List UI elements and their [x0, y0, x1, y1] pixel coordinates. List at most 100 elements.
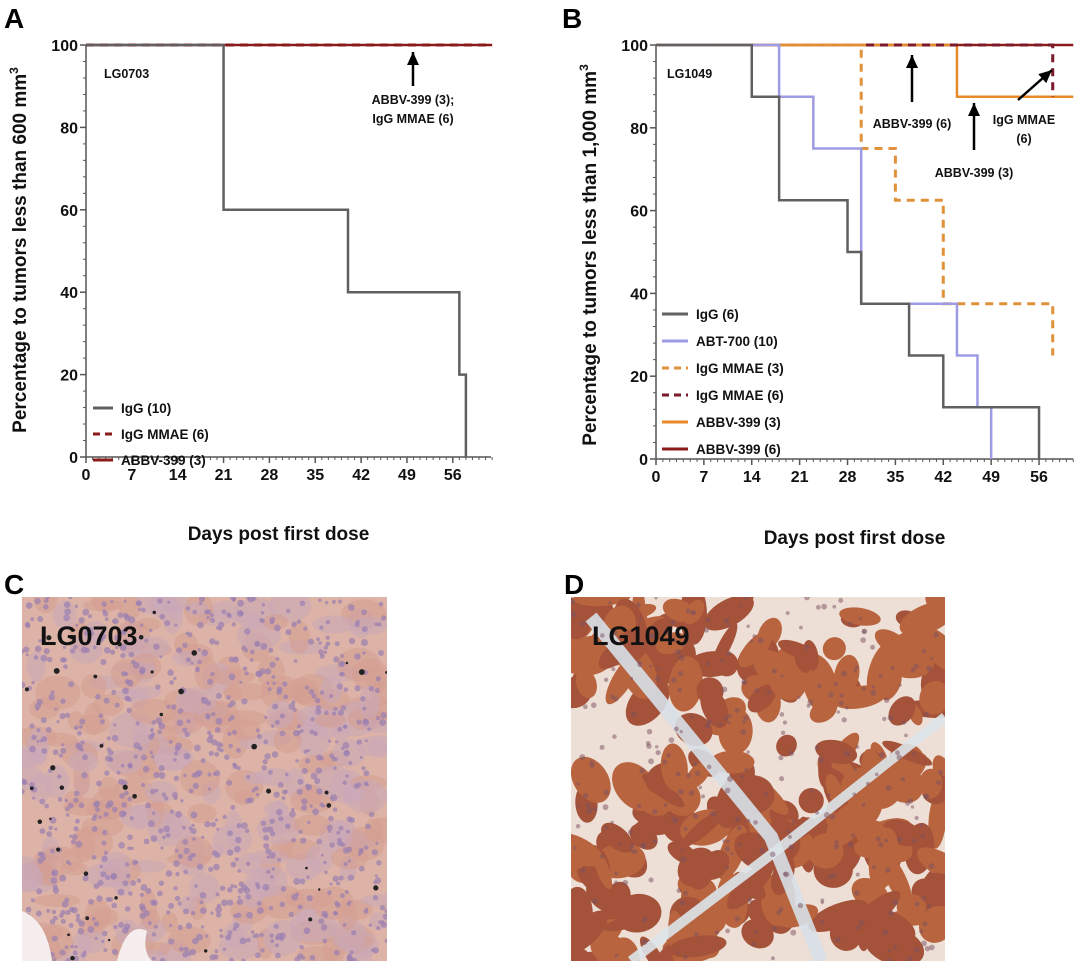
cell-nucleus — [278, 816, 284, 822]
cell-nucleus — [275, 656, 280, 661]
cell-nucleus — [347, 874, 355, 881]
stained-tumor-nest — [798, 788, 824, 814]
cell-nucleus — [592, 898, 598, 904]
cell-nucleus — [833, 843, 840, 850]
cell-nucleus — [237, 887, 244, 894]
cell-nucleus — [904, 733, 908, 738]
cell-nucleus — [291, 621, 297, 628]
cell-nucleus — [234, 845, 241, 853]
cell-nucleus — [78, 617, 85, 624]
stained-tumor-nest — [668, 656, 703, 712]
cell-nucleus — [372, 947, 379, 954]
cell-nucleus — [230, 861, 237, 868]
cell-nucleus — [926, 665, 933, 672]
cell-nucleus — [799, 625, 803, 630]
cell-nucleus — [231, 622, 236, 627]
cell-nucleus — [158, 772, 166, 779]
cell-nucleus — [279, 901, 286, 908]
cell-nucleus — [119, 793, 125, 799]
cell-nucleus — [360, 696, 366, 702]
cell-nucleus — [279, 730, 286, 737]
cell-nucleus — [227, 703, 233, 709]
cell-nucleus — [782, 720, 788, 725]
cell-nucleus — [87, 926, 95, 933]
cell-nucleus — [48, 825, 54, 831]
cell-nucleus — [368, 811, 375, 818]
cell-nucleus — [382, 913, 387, 920]
cell-nucleus — [93, 883, 100, 889]
cell-nucleus — [110, 872, 118, 880]
histology-label-c: LG0703 — [40, 621, 138, 651]
tissue-cell-cluster — [28, 773, 53, 802]
cell-nucleus — [308, 689, 315, 695]
pigment-dot — [191, 650, 198, 656]
cell-nucleus — [743, 715, 749, 721]
cell-nucleus — [346, 901, 351, 906]
cell-nucleus — [329, 882, 333, 886]
cell-nucleus — [180, 799, 184, 803]
cell-nucleus — [111, 734, 119, 742]
cell-nucleus — [246, 937, 251, 943]
cell-nucleus — [262, 883, 270, 891]
cell-nucleus — [128, 616, 136, 624]
cell-nucleus — [104, 617, 109, 621]
cell-nucleus — [29, 723, 35, 729]
cell-nucleus — [53, 915, 58, 921]
cell-nucleus — [150, 755, 155, 759]
cell-nucleus — [113, 924, 118, 930]
cell-nucleus — [884, 867, 891, 873]
cell-nucleus — [670, 677, 677, 683]
tissue-cell-cluster — [161, 912, 179, 933]
cell-nucleus — [145, 888, 152, 894]
cell-nucleus — [754, 688, 759, 693]
cell-nucleus — [874, 772, 879, 777]
cell-nucleus — [113, 723, 117, 727]
cell-nucleus — [342, 847, 350, 854]
cell-nucleus — [919, 823, 924, 828]
cell-nucleus — [910, 667, 916, 673]
cell-nucleus — [727, 714, 732, 719]
cell-nucleus — [872, 865, 877, 870]
cell-nucleus — [151, 932, 157, 937]
cell-nucleus — [363, 781, 369, 787]
cell-nucleus — [157, 721, 162, 726]
cell-nucleus — [93, 921, 100, 927]
cell-nucleus — [104, 770, 110, 776]
tissue-cell-cluster — [61, 862, 88, 876]
cell-nucleus — [924, 711, 930, 717]
cell-nucleus — [52, 957, 57, 961]
cell-nucleus — [285, 629, 292, 636]
cell-nucleus — [95, 807, 101, 813]
cell-nucleus — [363, 718, 368, 724]
cell-nucleus — [227, 830, 233, 837]
cell-nucleus — [149, 788, 156, 795]
cell-nucleus — [236, 609, 244, 617]
cell-nucleus — [681, 642, 686, 647]
cell-nucleus — [59, 874, 67, 882]
cell-nucleus — [235, 912, 242, 918]
cell-nucleus — [309, 729, 315, 735]
cell-nucleus — [74, 604, 79, 609]
cell-nucleus — [29, 745, 36, 753]
pigment-dot — [373, 885, 379, 891]
tissue-cell-cluster — [34, 894, 81, 908]
cell-nucleus — [169, 680, 174, 685]
cell-nucleus — [797, 695, 801, 700]
cell-nucleus — [726, 839, 730, 844]
cell-nucleus — [284, 789, 288, 794]
stained-tumor-nest — [603, 912, 656, 932]
stained-tumor-nest — [668, 935, 727, 958]
cell-nucleus — [652, 808, 658, 815]
cell-nucleus — [779, 776, 785, 782]
cell-nucleus — [277, 857, 282, 862]
cell-nucleus — [58, 753, 63, 758]
cell-nucleus — [376, 925, 381, 931]
cell-nucleus — [36, 698, 43, 706]
cell-nucleus — [740, 729, 747, 735]
pigment-dot — [345, 661, 349, 665]
cell-nucleus — [226, 849, 234, 856]
cell-nucleus — [337, 837, 342, 843]
stained-tumor-nest — [633, 815, 682, 836]
cell-nucleus — [112, 619, 116, 623]
series-line-igg-6 — [656, 43, 1041, 459]
